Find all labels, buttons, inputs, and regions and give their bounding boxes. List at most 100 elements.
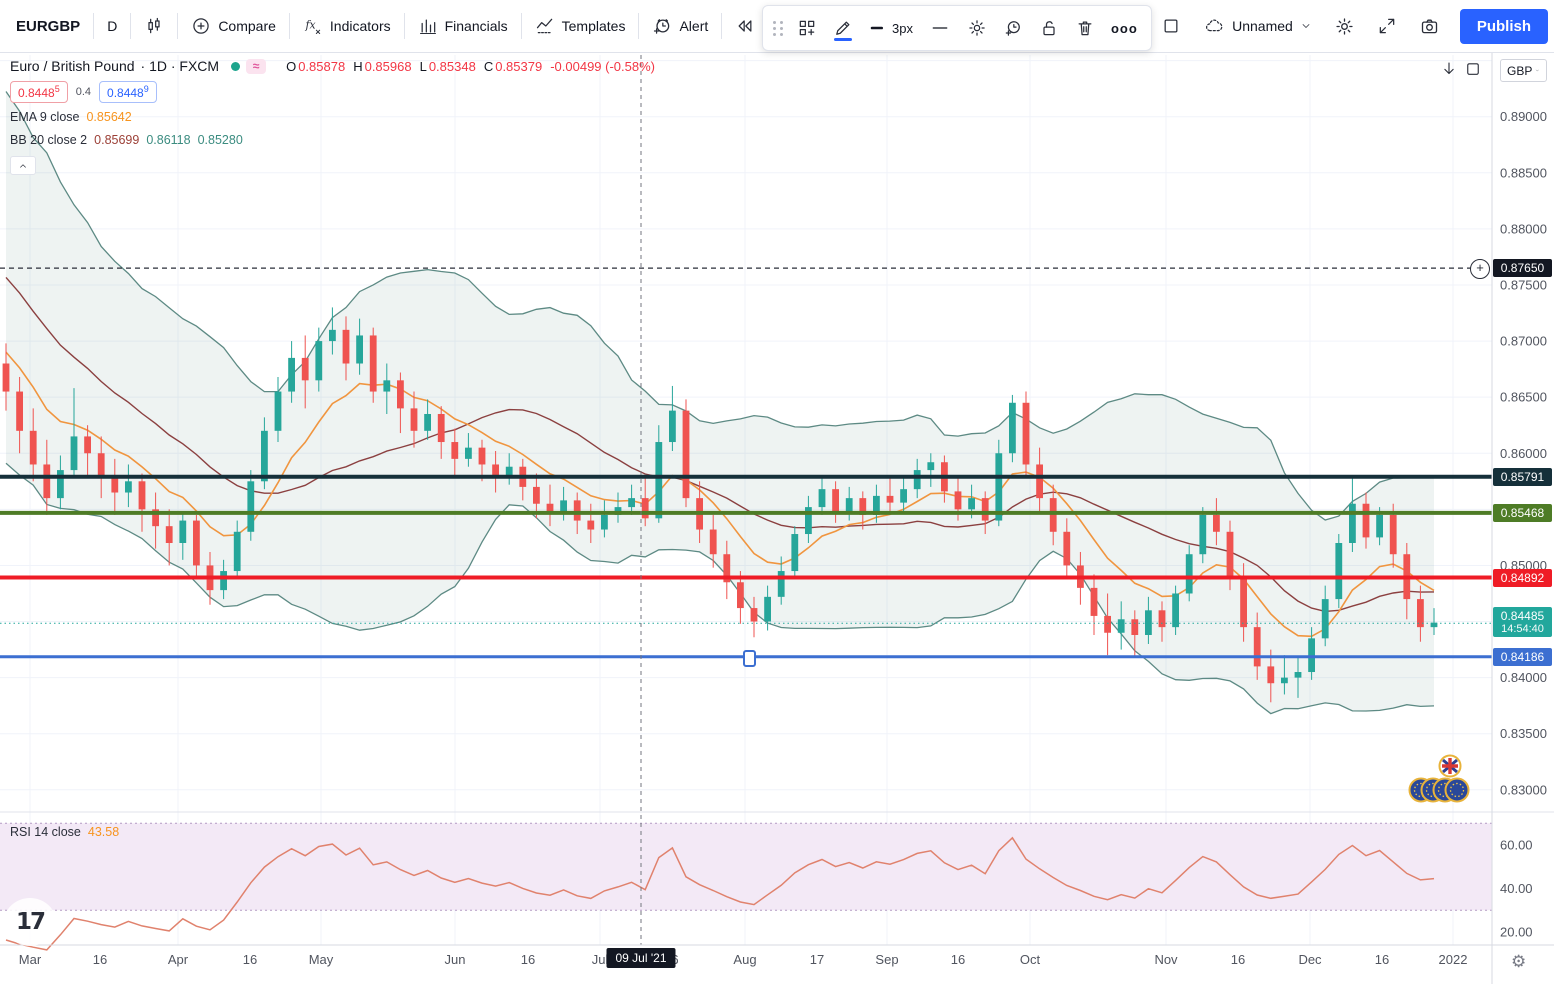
arrow-down-icon [1444, 62, 1454, 75]
svg-text:Dec: Dec [1298, 952, 1322, 967]
alert-label: Alert [679, 18, 709, 34]
toolbar-right-group: Unnamed Publish [1151, 8, 1548, 44]
ohlc-values: O 0.85878 H 0.85968 L 0.85348 C 0.85379 -0.0… [286, 58, 655, 74]
svg-text:20.00: 20.00 [1500, 925, 1533, 940]
time-axis-settings-gear-icon[interactable]: ⚙ [1505, 951, 1532, 973]
save-layout-button[interactable]: Unnamed [1193, 9, 1322, 43]
indicators-button[interactable]: fx Indicators [293, 9, 401, 43]
ask-price-box[interactable]: 0.84489 [99, 81, 157, 103]
price-label-0.84186[interactable]: 0.84186 [1493, 647, 1552, 666]
toolbar-separator [177, 13, 179, 39]
gear-icon [969, 20, 985, 36]
line-width-button[interactable]: 3px [862, 14, 920, 42]
snapshot-button[interactable] [1409, 9, 1450, 44]
price-label-0.85791[interactable]: 0.85791 [1493, 467, 1552, 486]
financials-button[interactable]: Financials [408, 9, 518, 43]
current-price-label[interactable]: 0.84485 14:54:40 [1493, 607, 1552, 638]
trendline-handle[interactable] [743, 649, 756, 667]
rsi-value: 43.58 [87, 825, 120, 839]
delayed-data-icon[interactable]: ≈ [246, 58, 267, 74]
compare-button[interactable]: Compare [181, 9, 286, 43]
svg-text:0.83500: 0.83500 [1500, 726, 1547, 741]
ema-label: EMA 9 close [10, 110, 80, 124]
svg-text:Nov: Nov [1154, 952, 1178, 967]
line-style-button[interactable] [922, 14, 958, 42]
layout-select-button[interactable] [1151, 9, 1191, 43]
object-tree-button[interactable] [790, 13, 824, 43]
scroll-to-recent-button[interactable] [1438, 58, 1460, 83]
crosshair-date-label: 09 Jul '21 [606, 948, 676, 968]
price-label-0.87650[interactable]: 0.87650 [1493, 259, 1552, 278]
axis-layer: 0.89000 0.88500 0.88000 0.87500 0.87000 0.865… [0, 52, 1554, 984]
market-status-icon[interactable] [231, 61, 241, 71]
ema-legend-row[interactable]: EMA 9 close 0.85642 [10, 110, 655, 124]
chevron-up-icon [20, 163, 26, 168]
lock-open-icon [1043, 21, 1055, 36]
layout-square-icon [1164, 19, 1178, 33]
collapse-legend-button[interactable] [10, 156, 36, 175]
pencil-icon [836, 21, 850, 35]
svg-text:0.87000: 0.87000 [1500, 334, 1547, 349]
toolbar-separator [638, 13, 640, 39]
chart-canvas[interactable]: 0.89000 0.88500 0.88000 0.87500 0.87000 0.865… [0, 52, 1554, 984]
bb-lower-value: 0.85280 [197, 133, 243, 147]
price-label-0.85468[interactable]: 0.85468 [1493, 503, 1552, 522]
svg-text:0.87500: 0.87500 [1500, 277, 1547, 292]
bb-upper-value: 0.86118 [146, 133, 191, 147]
delete-tool-button[interactable] [1068, 13, 1102, 43]
change-value: -0.00499 (-0.58%) [550, 58, 655, 74]
ema-line-layer [5, 351, 1435, 638]
more-tools-button[interactable]: ooo [1104, 16, 1145, 41]
currency-dropdown[interactable]: GBP [1500, 59, 1547, 82]
svg-text:2022: 2022 [1439, 952, 1468, 967]
svg-text:Oct: Oct [1020, 952, 1041, 967]
candles-icon [148, 17, 160, 34]
bid-price-box[interactable]: 0.84485 [10, 81, 68, 103]
thick-line-icon [870, 26, 884, 30]
svg-text:0.84000: 0.84000 [1500, 670, 1547, 685]
chart-settings-button[interactable] [1324, 9, 1365, 44]
drag-handle[interactable] [769, 20, 788, 36]
chevron-down-icon [1302, 24, 1310, 28]
publish-button[interactable]: Publish [1459, 8, 1548, 44]
draw-tool-button[interactable] [826, 13, 860, 43]
chart-style-button[interactable] [134, 9, 174, 43]
svg-text:Mar: Mar [19, 952, 42, 967]
settings-tool-button[interactable] [960, 13, 994, 43]
toolbar-separator [93, 13, 95, 39]
toolbar-separator [403, 13, 405, 39]
svg-text:16: 16 [1231, 952, 1245, 967]
price-label-0.84892[interactable]: 0.84892 [1493, 568, 1552, 587]
chart-area: 0.89000 0.88500 0.88000 0.87500 0.87000 0.865… [0, 52, 1554, 984]
svg-text:Jun: Jun [445, 952, 466, 967]
maximize-pane-button[interactable] [1462, 58, 1484, 83]
symbol-title[interactable]: Euro / British Pound [10, 58, 135, 74]
bb-legend-row[interactable]: BB 20 close 2 0.85699 0.86118 0.85280 [10, 133, 655, 147]
trash-icon [1078, 21, 1092, 36]
add-alert-tool-button[interactable] [996, 13, 1030, 43]
interval-button[interactable]: D [97, 11, 127, 41]
svg-text:60.00: 60.00 [1500, 838, 1533, 853]
add-order-plus-icon[interactable]: + [1470, 259, 1490, 280]
alarm-plus-icon [1005, 21, 1020, 36]
chevron-down-icon [1536, 69, 1539, 72]
lock-tool-button[interactable] [1032, 13, 1066, 43]
fullscreen-button[interactable] [1367, 9, 1407, 43]
compare-label: Compare [218, 18, 276, 34]
templates-button[interactable]: Templates [525, 9, 636, 43]
svg-text:Jul: Jul [592, 952, 609, 967]
currency-coins-decoration [1408, 754, 1470, 803]
bar-chart-icon [419, 19, 436, 34]
svg-text:0.88000: 0.88000 [1500, 221, 1547, 236]
drawing-toolbar: 3px ooo [762, 5, 1152, 51]
indicators-label: Indicators [329, 18, 391, 34]
templates-label: Templates [561, 18, 626, 34]
currency-label: GBP [1507, 63, 1533, 78]
alert-button[interactable]: Alert [642, 9, 718, 43]
rsi-legend-row[interactable]: RSI 14 close 43.58 [10, 825, 119, 839]
bid-ask-row: 0.84485 0.4 0.84489 [10, 81, 655, 103]
alarm-clock-icon [654, 19, 670, 34]
candlestick-layer [2, 307, 1438, 703]
symbol-button[interactable]: EURGBP [6, 11, 90, 42]
